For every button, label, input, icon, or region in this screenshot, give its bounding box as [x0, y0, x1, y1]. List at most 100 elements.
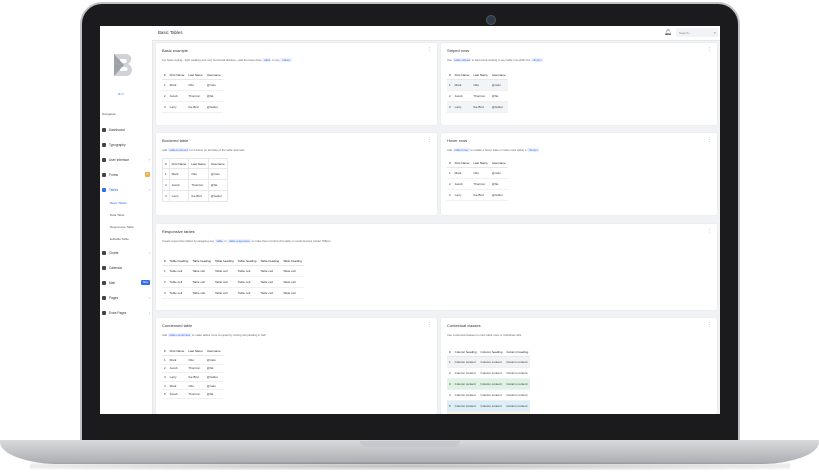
table-cell: Table cell	[190, 287, 214, 299]
table-cell: Otto	[471, 167, 490, 179]
table-cell: Table cell	[281, 287, 304, 299]
table-cell: Column content	[504, 400, 531, 412]
more-vertical-icon[interactable]: ⋮	[427, 137, 432, 143]
sidebar-item[interactable]: User Interface ›	[100, 152, 152, 167]
table-cell: 3	[162, 101, 168, 113]
table-cell: @twitter	[207, 190, 228, 202]
table-cell: Mark	[452, 167, 472, 179]
table-cell: 2	[162, 364, 168, 374]
more-vertical-icon[interactable]: ⋮	[707, 47, 712, 53]
table-cell: Larry	[168, 190, 190, 202]
table-row: 1 Mark Otto @mdo	[162, 79, 223, 91]
power-icon[interactable]: ⏻	[121, 92, 124, 96]
sidebar-item[interactable]: Mail New	[100, 275, 152, 290]
card-basic-example: Basic example ⋮ For basic styling—light …	[156, 43, 437, 125]
card-bordered-table: Bordered table ⋮ Add .table-bordered for…	[156, 133, 437, 215]
bordered-table: # First Name Last Name Username 1 Mark Otto @md…	[162, 158, 228, 202]
table-row: 2 Jacob Thornton @fat	[162, 179, 228, 191]
bell-icon[interactable]: 🔔︎	[664, 30, 672, 36]
nav-heading: Navigation	[102, 112, 117, 116]
menu-icon	[102, 142, 106, 147]
card-description: Use .table-striped to add zebra-striping…	[447, 58, 544, 62]
search-icon[interactable]: ⌕	[713, 30, 716, 35]
table-cell: @mdo	[204, 381, 223, 391]
sidebar-badge: 5	[144, 172, 150, 177]
sidebar-item[interactable]: Dashboard	[100, 122, 152, 137]
chevron-right-icon: ›	[148, 187, 150, 192]
table-cell: Mark	[167, 79, 187, 91]
sidebar-item-label: Dashboard	[109, 127, 125, 132]
chevron-right-icon: ›	[148, 295, 150, 300]
table-cell: Thornton	[471, 90, 490, 102]
hover-table: # First Name Last Name Username 1 Mark Otto @md…	[447, 158, 508, 201]
table-cell: Table cell	[235, 276, 259, 288]
more-vertical-icon[interactable]: ⋮	[427, 322, 432, 328]
table-cell: 1	[447, 79, 453, 91]
more-vertical-icon[interactable]: ⋮	[707, 228, 712, 234]
search-input[interactable]: Search... ⌕	[676, 28, 718, 37]
sidebar-item-label: Calendar	[109, 265, 122, 270]
sidebar-subitem[interactable]: Editable Table	[110, 237, 129, 241]
table-cell: Thornton	[471, 178, 490, 190]
table-row: 1 Mark Otto @mdo	[447, 79, 508, 91]
table-cell: Column content	[504, 356, 531, 368]
more-vertical-icon[interactable]: ⋮	[707, 322, 712, 328]
table-cell: the Bird	[471, 189, 490, 201]
table-cell: Table cell	[258, 287, 282, 299]
table-cell: 5	[447, 400, 453, 412]
column-header: Table heading	[213, 256, 236, 266]
table-cell: @twitter	[204, 372, 223, 382]
menu-icon	[102, 157, 106, 162]
table-cell: Column content	[478, 367, 505, 379]
table-cell: @mdo	[204, 355, 223, 365]
table-cell: Jacob	[167, 90, 187, 102]
table-cell: @twitter	[489, 189, 508, 201]
settings-icon[interactable]: ⚙	[118, 92, 121, 96]
table-cell: Table cell	[213, 276, 236, 288]
sidebar-subitem[interactable]: Responsive Table	[110, 225, 134, 229]
column-header: #	[162, 346, 168, 356]
table-header-row: # First Name Last Name Username	[447, 70, 508, 80]
more-vertical-icon[interactable]: ⋮	[427, 47, 432, 53]
column-header: Last Name	[186, 70, 205, 80]
sidebar-item[interactable]: Charts ›	[100, 245, 152, 260]
sidebar-item[interactable]: Typography	[100, 137, 152, 152]
table-cell: 3	[162, 372, 168, 382]
sidebar-item[interactable]: Extra Pages ›	[100, 305, 152, 320]
column-header: Username	[489, 158, 508, 168]
table-cell: Jacob	[167, 364, 187, 374]
sidebar-item[interactable]: Calendar	[100, 260, 152, 275]
card-description: Add .table-condensed to make tables more…	[162, 333, 267, 337]
column-header: Table heading	[235, 256, 259, 266]
table-row: 3 Larry the Bird @twitter	[162, 372, 223, 382]
table-cell: Table cell	[167, 265, 191, 277]
sidebar-item[interactable]: Tables ›	[100, 182, 152, 197]
table-row: 2 Jacob Thornton @fat	[447, 90, 508, 102]
table-header-row: # First Name Last Name Username	[447, 158, 508, 168]
table-header-row: # First Name Last Name Username	[162, 346, 223, 356]
sidebar-item[interactable]: Forms 5	[100, 167, 152, 182]
table-cell: Table cell	[235, 287, 259, 299]
sidebar-subitem[interactable]: Data Table	[110, 213, 125, 217]
table-cell: @fat	[204, 364, 223, 374]
table-cell: @mdo	[204, 79, 223, 91]
table-cell: Mark	[168, 168, 190, 180]
table-row: 3 Larry the Bird @twitter	[162, 101, 223, 113]
table-cell: Thornton	[188, 179, 209, 191]
topbar: Basic Tables 🔔︎ Search... ⌕	[152, 26, 720, 41]
table-cell: Thornton	[186, 364, 205, 374]
card-responsive-tables: Responsive tables ⋮ Create responsive ta…	[156, 224, 717, 310]
table-header-row: # Column heading Column heading Column head…	[447, 347, 531, 357]
table-row: 1 Column content Column content Column cont…	[447, 356, 531, 368]
table-cell: Table cell	[235, 265, 259, 277]
sidebar-subitem[interactable]: Basic Tables	[110, 201, 127, 205]
table-cell: Table cell	[167, 276, 191, 288]
table-cell: @fat	[204, 389, 223, 399]
table-cell: @twitter	[489, 101, 508, 113]
sidebar-item[interactable]: Pages ›	[100, 290, 152, 305]
table-cell: Jacob	[167, 389, 187, 399]
table-cell: Otto	[188, 168, 209, 180]
more-vertical-icon[interactable]: ⋮	[707, 137, 712, 143]
brand-logo-icon[interactable]	[112, 52, 136, 78]
search-placeholder: Search...	[679, 31, 692, 35]
